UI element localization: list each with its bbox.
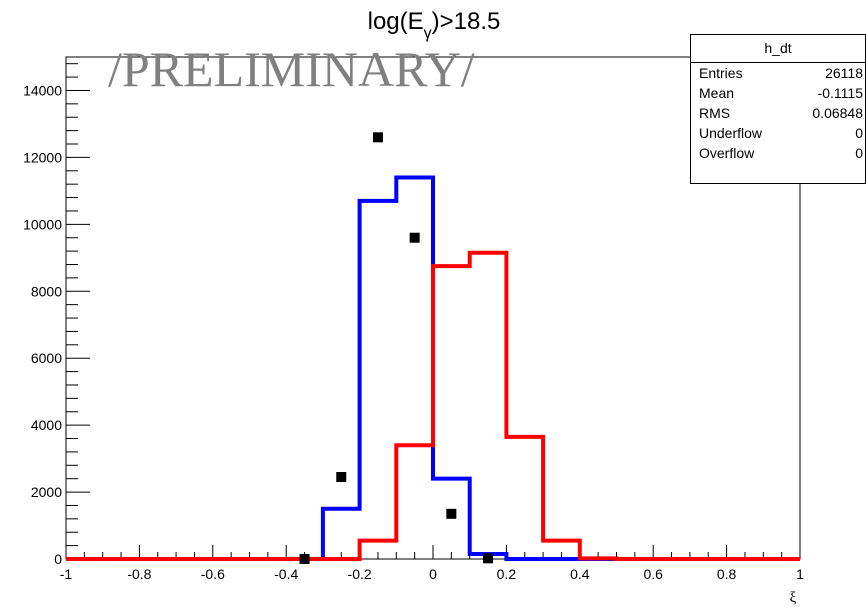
stats-row-label: Entries: [699, 65, 743, 81]
x-tick-label: -0.4: [274, 566, 298, 582]
stats-box: h_dt Entries 26118 Mean -0.1115 RMS 0.06848 Un…: [690, 34, 866, 184]
stats-title: h_dt: [691, 35, 865, 63]
stats-row: RMS 0.06848: [691, 103, 865, 123]
x-tick-label: 0.6: [643, 566, 663, 582]
series-line-1: [66, 250, 800, 561]
stats-row-value: 26118: [825, 65, 863, 81]
stats-row-value: 0: [855, 145, 863, 161]
data-point: [446, 508, 457, 519]
data-point: [372, 132, 383, 143]
data-point: [336, 472, 347, 483]
x-axis-label: ξ: [790, 590, 797, 606]
stats-row-label: Underflow: [699, 125, 763, 141]
data-point: [483, 553, 494, 564]
axes: -1 -0.8 -0.6 -0.4 -0.2 0 0.2 0.4 0.6 0.8 1 0 2000 400…: [23, 63, 804, 582]
x-tick-label: -0.2: [348, 566, 372, 582]
x-tick-label: 0.2: [497, 566, 517, 582]
x-tick-label: -0.8: [127, 566, 151, 582]
chart-title: log(Eγ)>18.5: [368, 8, 501, 42]
x-tick-label: 0.4: [570, 566, 590, 582]
stats-row: Overflow 0: [691, 143, 865, 163]
stats-row: Mean -0.1115: [691, 83, 865, 103]
stats-row-value: 0: [855, 125, 863, 141]
data-point: [299, 554, 310, 564]
preliminary-watermark: /PRELIMINARY/: [108, 41, 475, 97]
stats-row-label: Mean: [699, 85, 735, 101]
y-tick-label: 0: [54, 551, 62, 567]
stats-row: Entries 26118: [691, 63, 865, 83]
y-tick-label: 8000: [31, 283, 62, 299]
stats-rows: Entries 26118 Mean -0.1115 RMS 0.06848 Underfl…: [691, 63, 865, 163]
x-tick-label: 0: [429, 566, 437, 582]
x-tick-label: -1: [60, 566, 73, 582]
series-group: [66, 132, 800, 564]
stats-row-label: RMS: [699, 105, 731, 121]
y-tick-label: 14000: [23, 82, 62, 98]
x-tick-label: -0.6: [201, 566, 225, 582]
x-tick-label: 1: [796, 566, 804, 582]
stats-row-label: Overflow: [699, 145, 755, 161]
x-tick-label: 0.8: [717, 566, 737, 582]
y-tick-label: 6000: [31, 350, 62, 366]
y-tick-label: 2000: [31, 484, 62, 500]
stats-row-value: -0.1115: [817, 85, 863, 101]
y-tick-label: 10000: [23, 216, 62, 232]
data-point: [409, 232, 420, 243]
stats-row: Underflow 0: [691, 123, 865, 143]
y-tick-label: 12000: [23, 149, 62, 165]
stats-row-value: 0.06848: [812, 105, 863, 121]
y-tick-label: 4000: [31, 417, 62, 433]
